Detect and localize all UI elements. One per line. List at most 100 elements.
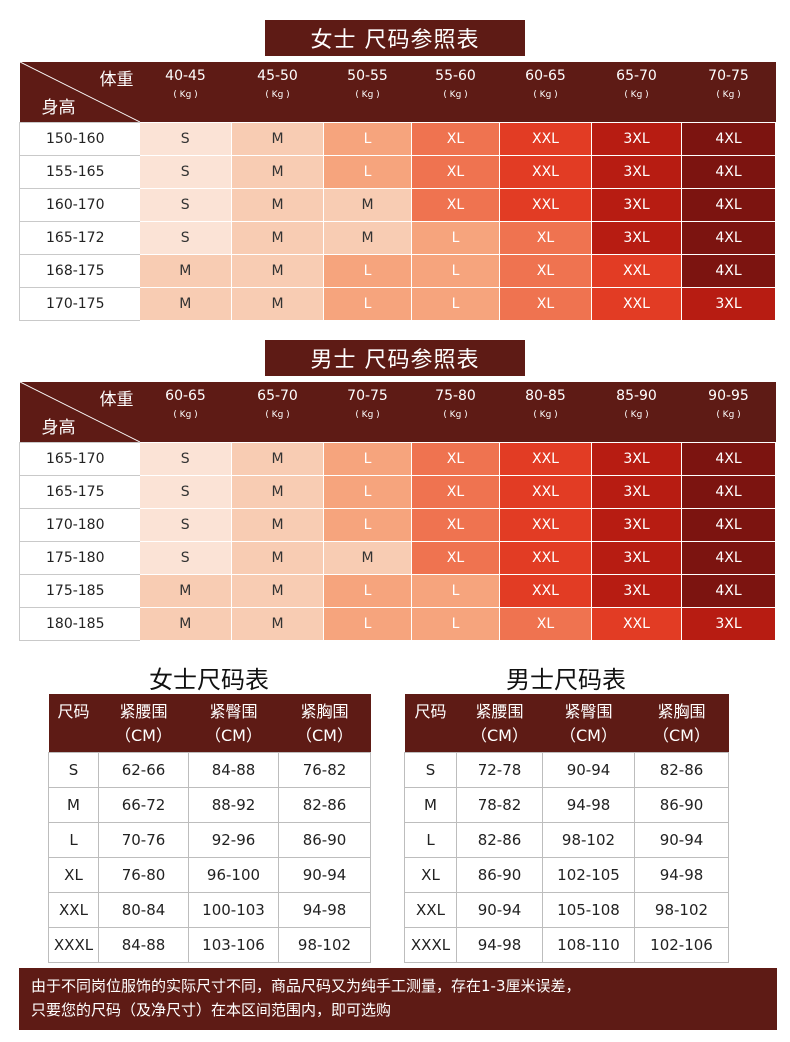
size-cell: M: [231, 220, 324, 254]
weight-unit: ( Kg ): [624, 410, 649, 420]
measure-value: 84-88: [188, 752, 279, 788]
weight-unit: ( Kg ): [355, 410, 380, 420]
measure-value: 94-98: [634, 857, 729, 893]
size-cell: M: [231, 507, 324, 541]
table-row: 155-165 S M L XL XXL 3XL 4XL: [19, 154, 776, 189]
measure-header: 紧臀围 （CM）: [188, 694, 279, 753]
size-cell: XXL: [591, 253, 682, 287]
size-cell: L: [323, 253, 412, 287]
measure-value: 90-94: [278, 857, 371, 893]
table-row: XXL 90-94 105-108 98-102: [404, 892, 729, 928]
weight-header: 85-90 ( Kg ): [591, 382, 682, 442]
measure-header: 尺码: [48, 694, 99, 753]
size-cell: S: [139, 540, 232, 574]
size-cell: XXL: [499, 540, 592, 574]
measure-header: 尺码: [404, 694, 457, 753]
measure-value: 98-102: [278, 927, 371, 963]
measure-value: 90-94: [634, 822, 729, 858]
measure-value: 78-82: [456, 787, 543, 823]
size-cell: S: [139, 507, 232, 541]
size-cell: M: [231, 573, 324, 607]
measure-value: 90-94: [542, 752, 635, 788]
measure-value: 70-76: [98, 822, 189, 858]
measure-header-label: 紧腰围: [119, 702, 168, 721]
size-label: XXXL: [48, 927, 99, 963]
size-cell: XL: [499, 253, 592, 287]
measure-value: 90-94: [456, 892, 543, 928]
corner-height-label: 身高: [41, 417, 76, 438]
measure-value: 82-86: [456, 822, 543, 858]
measure-header-label: 紧胸围: [300, 702, 349, 721]
size-cell: 4XL: [681, 573, 776, 607]
height-range: 170-175: [19, 286, 140, 321]
table-row: L 70-76 92-96 86-90: [48, 822, 371, 858]
size-cell: M: [231, 286, 324, 320]
table-row: 170-180 S M L XL XXL 3XL 4XL: [19, 507, 776, 542]
measure-header-label: 尺码: [414, 702, 447, 721]
size-cell: 3XL: [591, 474, 682, 508]
weight-range: 65-70: [616, 68, 657, 84]
measure-value: 105-108: [542, 892, 635, 928]
weight-unit: ( Kg ): [624, 90, 649, 100]
size-cell: L: [323, 606, 412, 640]
measure-value: 76-82: [278, 752, 371, 788]
measure-header-unit: （CM）: [471, 726, 528, 745]
measure-value: 86-90: [634, 787, 729, 823]
table-row: 160-170 S M M XL XXL 3XL 4XL: [19, 187, 776, 222]
table-row: 165-175 S M L XL XXL 3XL 4XL: [19, 474, 776, 509]
table-row: XXXL 94-98 108-110 102-106: [404, 927, 729, 963]
size-label: S: [404, 752, 457, 788]
height-range: 165-170: [19, 441, 140, 476]
size-cell: XL: [411, 187, 500, 221]
weight-unit: ( Kg ): [443, 410, 468, 420]
table-row: XXXL 84-88 103-106 98-102: [48, 927, 371, 963]
disclaimer-note: 由于不同岗位服饰的实际尺寸不同，商品尺码又为纯手工测量，存在1-3厘米误差， 只…: [19, 968, 777, 1030]
weight-unit: ( Kg ): [443, 90, 468, 100]
size-cell: M: [139, 573, 232, 607]
weight-header: 55-60 ( Kg ): [411, 62, 500, 122]
weight-header: 70-75 ( Kg ): [323, 382, 412, 442]
measure-value: 82-86: [634, 752, 729, 788]
size-cell: M: [231, 606, 324, 640]
measure-value: 84-88: [98, 927, 189, 963]
measure-value: 88-92: [188, 787, 279, 823]
measure-value: 72-78: [456, 752, 543, 788]
measure-value: 80-84: [98, 892, 189, 928]
measure-value: 102-106: [634, 927, 729, 963]
table-row: XL 86-90 102-105 94-98: [404, 857, 729, 893]
measure-value: 86-90: [278, 822, 371, 858]
size-cell: XL: [499, 606, 592, 640]
size-cell: M: [231, 540, 324, 574]
weight-range: 60-65: [525, 68, 566, 84]
weight-header: 75-80 ( Kg ): [411, 382, 500, 442]
measure-value: 66-72: [98, 787, 189, 823]
measure-value: 98-102: [634, 892, 729, 928]
size-label: L: [404, 822, 457, 858]
table-row: 175-180 S M M XL XXL 3XL 4XL: [19, 540, 776, 575]
measure-value: 94-98: [278, 892, 371, 928]
size-cell: 4XL: [681, 474, 776, 508]
size-label: S: [48, 752, 99, 788]
measure-header-unit: （CM）: [296, 726, 353, 745]
weight-header: 45-50 ( Kg ): [231, 62, 324, 122]
measure-header-label: 紧臀围: [564, 702, 613, 721]
measure-header: 紧胸围 （CM）: [278, 694, 371, 753]
measure-value: 96-100: [188, 857, 279, 893]
table-row: 170-175 M M L L XL XXL 3XL: [19, 286, 776, 321]
weight-unit: ( Kg ): [173, 90, 198, 100]
size-cell: 4XL: [681, 441, 776, 475]
size-cell: 3XL: [591, 441, 682, 475]
weight-unit: ( Kg ): [533, 90, 558, 100]
size-cell: M: [323, 220, 412, 254]
height-range: 170-180: [19, 507, 140, 542]
measure-value: 62-66: [98, 752, 189, 788]
measure-header-unit: （CM）: [560, 726, 617, 745]
size-cell: XXL: [499, 187, 592, 221]
women-measure-table: 尺码 紧腰围 （CM） 紧臀围 （CM） 紧胸围 （CM） S 62-66 84-88 76-82 M…: [48, 694, 371, 963]
weight-header: 65-70 ( Kg ): [591, 62, 682, 122]
measure-header: 紧腰围 （CM）: [98, 694, 189, 753]
corner-weight-label: 体重: [99, 70, 134, 90]
weight-range: 60-65: [165, 388, 206, 404]
size-cell: L: [323, 507, 412, 541]
height-range: 150-160: [19, 121, 140, 156]
